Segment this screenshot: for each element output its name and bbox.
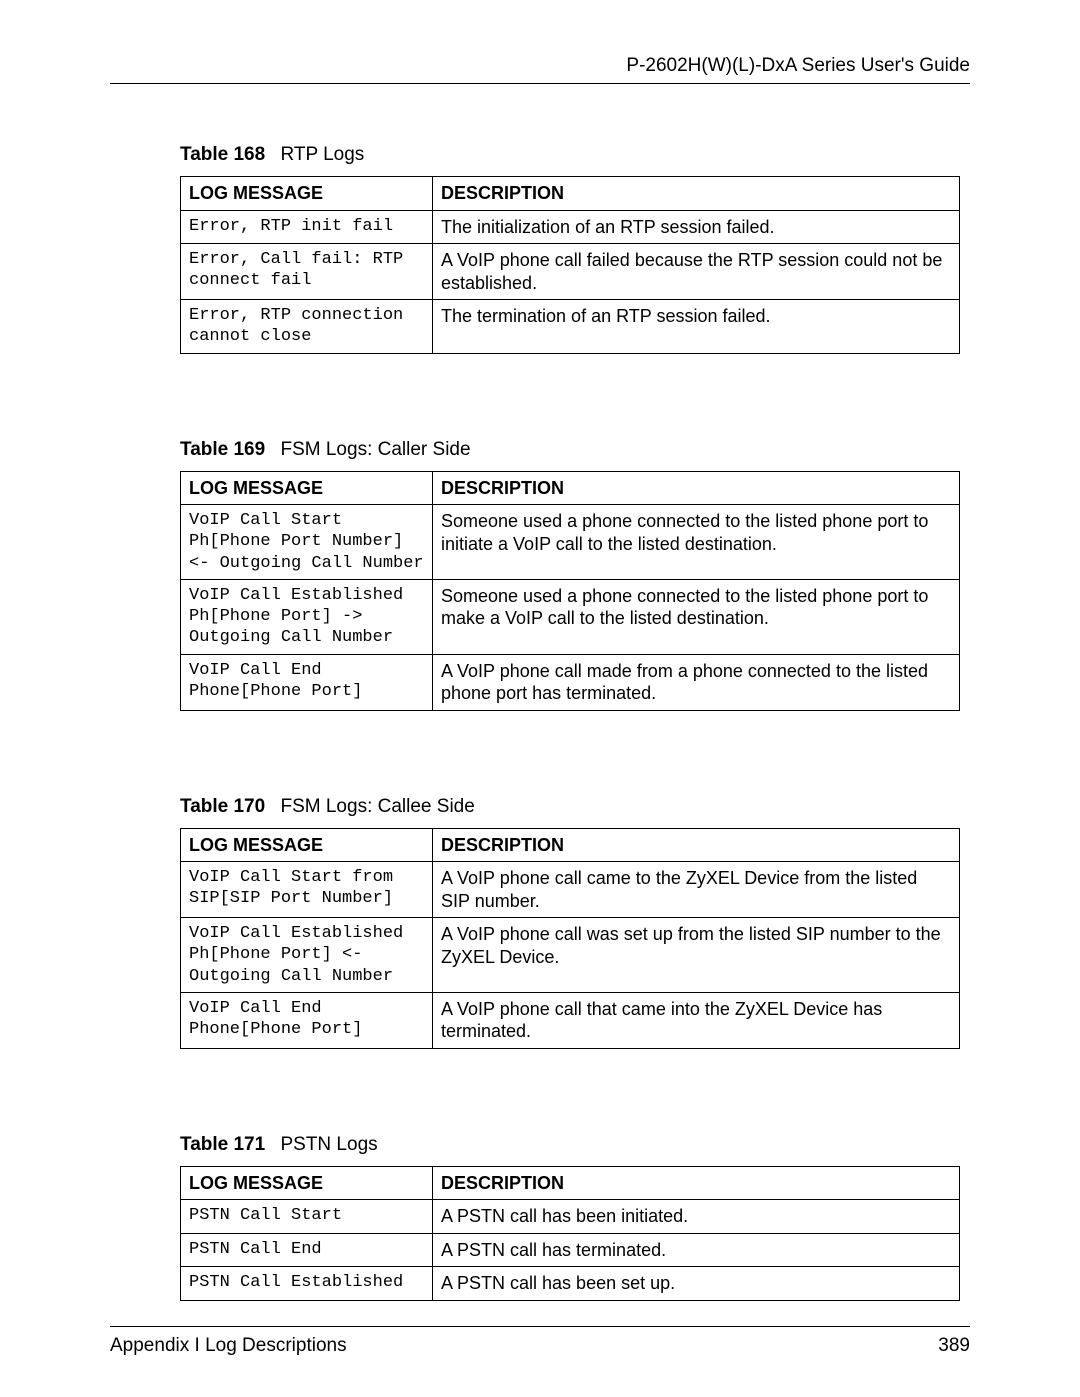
table-block-170: Table 170 FSM Logs: Callee Side LOG MESS… xyxy=(110,796,970,1049)
log-message-cell: VoIP Call End Phone[Phone Port] xyxy=(181,654,433,710)
table-row: VoIP Call Start from SIP[SIP Port Number… xyxy=(181,862,960,918)
col-header-log-message: LOG MESSAGE xyxy=(181,1166,433,1200)
page: P-2602H(W)(L)-DxA Series User's Guide Ta… xyxy=(0,0,1080,1397)
description-cell: Someone used a phone connected to the li… xyxy=(433,579,960,654)
table-row: VoIP Call Start Ph[Phone Port Number] <-… xyxy=(181,505,960,580)
log-message-cell: VoIP Call Start Ph[Phone Port Number] <-… xyxy=(181,505,433,580)
table-block-168: Table 168 RTP Logs LOG MESSAGE DESCRIPTI… xyxy=(110,144,970,354)
table-block-169: Table 169 FSM Logs: Caller Side LOG MESS… xyxy=(110,439,970,711)
page-header: P-2602H(W)(L)-DxA Series User's Guide xyxy=(110,55,970,84)
table-caption: Table 171 PSTN Logs xyxy=(180,1134,970,1156)
table-caption: Table 170 FSM Logs: Callee Side xyxy=(180,796,970,818)
table-170: LOG MESSAGE DESCRIPTION VoIP Call Start … xyxy=(180,828,960,1049)
table-171: LOG MESSAGE DESCRIPTION PSTN Call Start … xyxy=(180,1166,960,1301)
table-block-171: Table 171 PSTN Logs LOG MESSAGE DESCRIPT… xyxy=(110,1134,970,1301)
description-cell: A VoIP phone call was set up from the li… xyxy=(433,918,960,993)
description-cell: A VoIP phone call failed because the RTP… xyxy=(433,244,960,300)
description-cell: A VoIP phone call made from a phone conn… xyxy=(433,654,960,710)
col-header-description: DESCRIPTION xyxy=(433,828,960,862)
table-caption: Table 168 RTP Logs xyxy=(180,144,970,166)
page-footer: Appendix I Log Descriptions 389 xyxy=(110,1326,970,1357)
footer-left: Appendix I Log Descriptions xyxy=(110,1335,347,1357)
description-cell: Someone used a phone connected to the li… xyxy=(433,505,960,580)
footer-page-number: 389 xyxy=(938,1335,970,1357)
log-message-cell: Error, Call fail: RTP connect fail xyxy=(181,244,433,300)
table-title: PSTN Logs xyxy=(280,1134,377,1155)
log-message-cell: VoIP Call Start from SIP[SIP Port Number… xyxy=(181,862,433,918)
table-row: VoIP Call Established Ph[Phone Port] -> … xyxy=(181,579,960,654)
description-cell: A VoIP phone call came to the ZyXEL Devi… xyxy=(433,862,960,918)
log-message-cell: PSTN Call End xyxy=(181,1233,433,1267)
table-row: VoIP Call End Phone[Phone Port] A VoIP p… xyxy=(181,992,960,1048)
col-header-description: DESCRIPTION xyxy=(433,1166,960,1200)
table-row: VoIP Call Established Ph[Phone Port] <- … xyxy=(181,918,960,993)
log-message-cell: VoIP Call End Phone[Phone Port] xyxy=(181,992,433,1048)
description-cell: A PSTN call has terminated. xyxy=(433,1233,960,1267)
table-row: VoIP Call End Phone[Phone Port] A VoIP p… xyxy=(181,654,960,710)
log-message-cell: VoIP Call Established Ph[Phone Port] <- … xyxy=(181,918,433,993)
table-number: Table 171 xyxy=(180,1134,265,1155)
table-header-row: LOG MESSAGE DESCRIPTION xyxy=(181,177,960,211)
log-message-cell: PSTN Call Start xyxy=(181,1200,433,1234)
header-title: P-2602H(W)(L)-DxA Series User's Guide xyxy=(626,55,970,76)
col-header-log-message: LOG MESSAGE xyxy=(181,471,433,505)
log-message-cell: Error, RTP connection cannot close xyxy=(181,300,433,354)
table-header-row: LOG MESSAGE DESCRIPTION xyxy=(181,1166,960,1200)
table-row: PSTN Call Established A PSTN call has be… xyxy=(181,1267,960,1301)
table-title: FSM Logs: Caller Side xyxy=(280,439,470,460)
table-number: Table 169 xyxy=(180,439,265,460)
description-cell: A PSTN call has been set up. xyxy=(433,1267,960,1301)
table-title: RTP Logs xyxy=(280,144,364,165)
table-header-row: LOG MESSAGE DESCRIPTION xyxy=(181,828,960,862)
table-row: PSTN Call Start A PSTN call has been ini… xyxy=(181,1200,960,1234)
description-cell: A PSTN call has been initiated. xyxy=(433,1200,960,1234)
description-cell: The termination of an RTP session failed… xyxy=(433,300,960,354)
table-caption: Table 169 FSM Logs: Caller Side xyxy=(180,439,970,461)
log-message-cell: Error, RTP init fail xyxy=(181,210,433,244)
description-cell: A VoIP phone call that came into the ZyX… xyxy=(433,992,960,1048)
table-169: LOG MESSAGE DESCRIPTION VoIP Call Start … xyxy=(180,471,960,711)
description-cell: The initialization of an RTP session fai… xyxy=(433,210,960,244)
table-168: LOG MESSAGE DESCRIPTION Error, RTP init … xyxy=(180,176,960,354)
col-header-log-message: LOG MESSAGE xyxy=(181,828,433,862)
table-number: Table 170 xyxy=(180,796,265,817)
table-row: Error, Call fail: RTP connect fail A VoI… xyxy=(181,244,960,300)
log-message-cell: VoIP Call Established Ph[Phone Port] -> … xyxy=(181,579,433,654)
table-row: Error, RTP init fail The initialization … xyxy=(181,210,960,244)
table-title: FSM Logs: Callee Side xyxy=(280,796,474,817)
table-row: Error, RTP connection cannot close The t… xyxy=(181,300,960,354)
table-row: PSTN Call End A PSTN call has terminated… xyxy=(181,1233,960,1267)
table-header-row: LOG MESSAGE DESCRIPTION xyxy=(181,471,960,505)
col-header-log-message: LOG MESSAGE xyxy=(181,177,433,211)
col-header-description: DESCRIPTION xyxy=(433,471,960,505)
table-number: Table 168 xyxy=(180,144,265,165)
col-header-description: DESCRIPTION xyxy=(433,177,960,211)
log-message-cell: PSTN Call Established xyxy=(181,1267,433,1301)
